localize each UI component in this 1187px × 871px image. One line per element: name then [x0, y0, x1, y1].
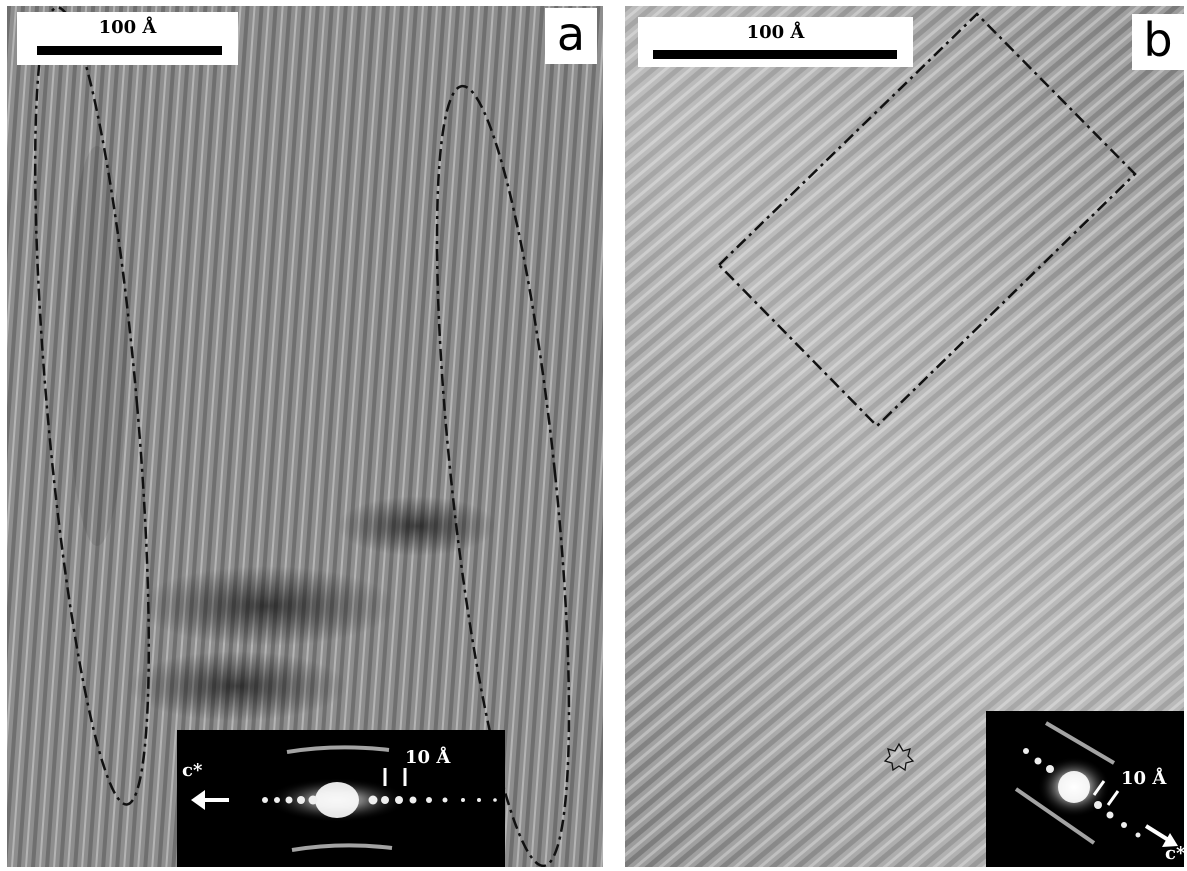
spacing-label-a: 10 Å [405, 747, 451, 768]
scale-bar-label: 100 Å [98, 17, 157, 38]
spacing-markers [1092, 780, 1120, 806]
diffraction-pattern-a [191, 745, 497, 852]
spacing-label-b: 10 Å [1121, 768, 1167, 789]
outline-ellipses [33, 6, 571, 867]
diffraction-inset-b: 10 Å c* [986, 711, 1184, 867]
panel-a: 100 Å a [7, 6, 603, 867]
scale-bar-label: 100 Å [746, 22, 805, 43]
outline-rectangle [717, 12, 1137, 428]
scale-bar-a: 100 Å [17, 12, 238, 65]
lattice-image-a [7, 6, 603, 867]
scale-bar-line [653, 50, 897, 59]
lattice-image-b [625, 6, 1184, 867]
diffraction-inset-a: 10 Å c* [177, 730, 505, 867]
panel-label-b: b [1132, 14, 1184, 70]
panel-label-a: a [545, 8, 597, 64]
scale-bar-line [37, 46, 222, 55]
panel-b: 100 Å b [625, 6, 1184, 867]
scale-bar-b: 100 Å [638, 17, 913, 67]
arrow-left-icon [191, 790, 229, 810]
diffraction-pattern-b [1014, 721, 1178, 847]
spacing-markers [383, 768, 407, 786]
axis-label-a: c* [182, 760, 203, 781]
star-icon [883, 742, 915, 772]
axis-label-b: c* [1165, 843, 1184, 864]
arrow-down-right-icon [1144, 824, 1178, 847]
